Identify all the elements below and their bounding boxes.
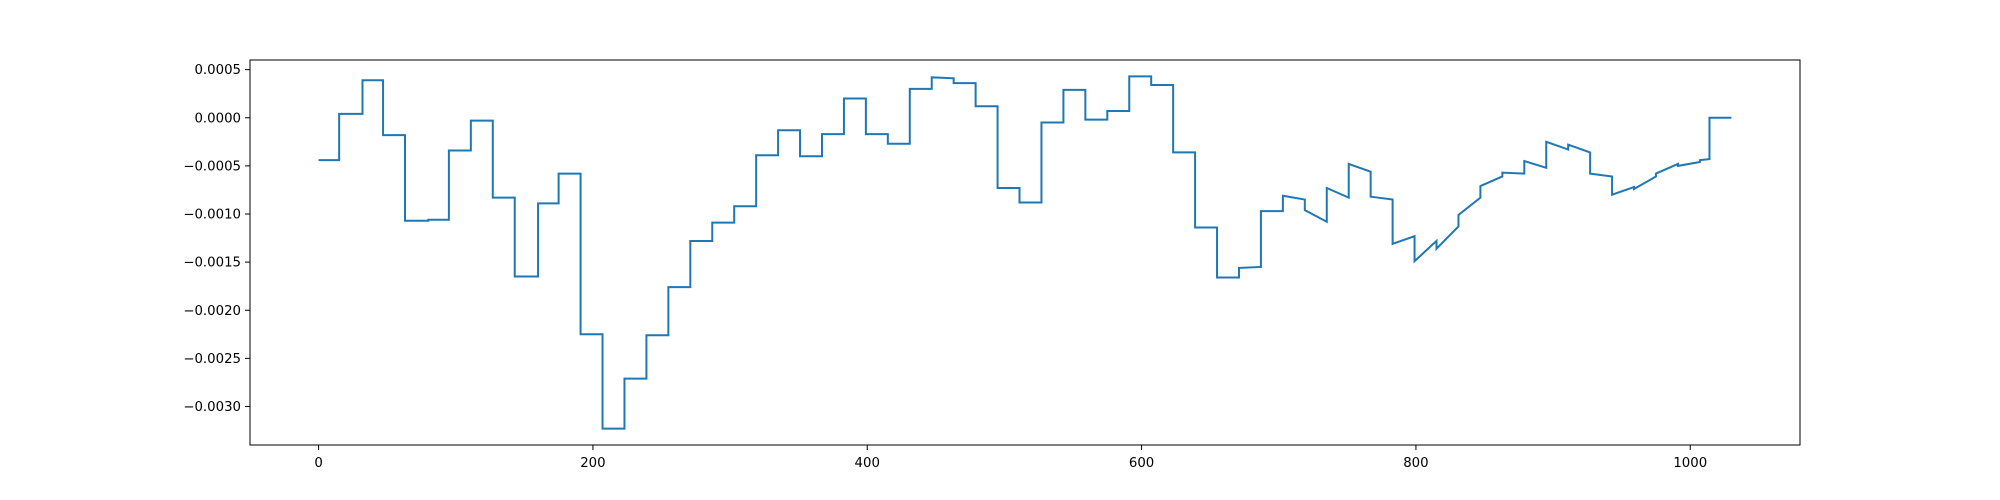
y-tick-label: −0.0030 bbox=[183, 400, 241, 415]
y-tick-label: 0.0000 bbox=[194, 111, 241, 126]
y-axis: 0.0005 0.0000 −0.0005 −0.0010 −0.0015 −0.0020… bbox=[183, 63, 250, 415]
x-tick-label: 0 bbox=[314, 456, 322, 471]
x-tick-label: 200 bbox=[580, 456, 605, 471]
axes-frame bbox=[249, 59, 1801, 446]
x-tick-label: 400 bbox=[855, 456, 880, 471]
x-axis: 0 200 400 600 800 1000 bbox=[314, 445, 1707, 471]
x-tick-label: 800 bbox=[1403, 456, 1428, 471]
x-tick-label: 600 bbox=[1129, 456, 1154, 471]
series-line bbox=[318, 75, 1732, 430]
y-tick-label: 0.0005 bbox=[194, 63, 241, 78]
y-tick-label: −0.0025 bbox=[183, 352, 241, 367]
x-tick-label: 1000 bbox=[1673, 456, 1707, 471]
y-tick-label: −0.0005 bbox=[183, 159, 241, 174]
y-tick-label: −0.0010 bbox=[183, 208, 241, 223]
y-tick-label: −0.0020 bbox=[183, 304, 241, 319]
plot-area bbox=[318, 75, 1732, 430]
y-tick-label: −0.0015 bbox=[183, 256, 241, 271]
